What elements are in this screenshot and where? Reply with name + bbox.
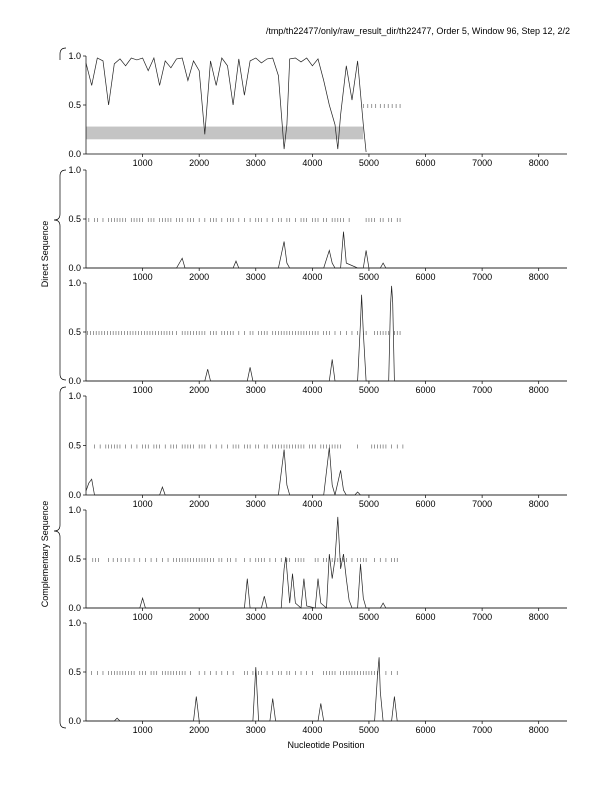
x-tick-label: 6000 [416,158,436,168]
x-tick-label: 5000 [359,385,379,395]
page-header-title: /tmp/th22477/only/raw_result_dir/th22477… [265,26,570,36]
x-tick-label: 4000 [302,612,322,622]
complementary-group-brace [53,386,67,729]
x-tick-label: 7000 [472,499,492,509]
x-tick-label: 5000 [359,158,379,168]
x-tick-label: 4000 [302,499,322,509]
x-tick-label: 3000 [246,612,266,622]
chart-panel-4: 1000 2000 3000 4000 5000 6000 7000 8000 0.0 0.5 1.… [68,391,567,509]
x-tick-label: 3000 [246,385,266,395]
y-tick-label: 1.0 [68,618,81,628]
x-axis-title: Nucleotide Position [287,740,364,750]
y-tick-label: 0.0 [68,149,81,159]
x-tick-label: 5000 [359,499,379,509]
series-line [86,285,567,382]
x-tick-label: 4000 [302,272,322,282]
direct-group-brace [53,169,67,381]
x-tick-label: 7000 [472,158,492,168]
x-tick-label: 1000 [133,158,153,168]
x-tick-label: 8000 [529,725,549,735]
x-tick-label: 5000 [359,272,379,282]
x-tick-label: 8000 [529,158,549,168]
x-tick-label: 1000 [133,499,153,509]
direct-sequence-label: Direct Sequence [40,221,50,288]
x-tick-label: 2000 [189,158,209,168]
chart-panels: 1000 2000 3000 4000 5000 6000 7000 8000 0.0 0.5 1.… [68,51,567,735]
y-tick-label: 1.0 [68,165,81,175]
series-line [86,657,567,722]
y-tick-label: 0.5 [68,554,81,564]
x-tick-label: 5000 [359,612,379,622]
x-tick-label: 8000 [529,385,549,395]
y-tick-label: 0.0 [68,603,81,613]
x-tick-label: 6000 [416,612,436,622]
x-tick-label: 1000 [133,725,153,735]
x-tick-label: 2000 [189,272,209,282]
y-tick-label: 0.5 [68,327,81,337]
chart-panel-1: 1000 2000 3000 4000 5000 6000 7000 8000 0.0 0.5 1.… [68,51,567,168]
y-tick-label: 1.0 [68,278,81,288]
direct-sequence-group: Direct Sequence [40,169,67,381]
x-tick-label: 8000 [529,612,549,622]
y-tick-label: 0.0 [68,376,81,386]
x-tick-label: 8000 [529,272,549,282]
series-line [86,231,567,269]
x-tick-label: 4000 [302,725,322,735]
x-tick-label: 3000 [246,725,266,735]
x-tick-label: 4000 [302,385,322,395]
x-tick-label: 7000 [472,612,492,622]
x-tick-label: 1000 [133,385,153,395]
x-tick-label: 6000 [416,499,436,509]
x-tick-label: 6000 [416,272,436,282]
x-tick-label: 2000 [189,385,209,395]
y-tick-label: 0.5 [68,441,81,451]
x-tick-label: 2000 [189,612,209,622]
x-tick-label: 3000 [246,158,266,168]
y-tick-label: 0.0 [68,490,81,500]
y-tick-label: 1.0 [68,51,81,61]
x-tick-label: 7000 [472,725,492,735]
chart-panel-5: 1000 2000 3000 4000 5000 6000 7000 8000 0.0 0.5 1.… [68,505,567,622]
y-tick-label: 0.5 [68,667,81,677]
shaded-band [86,126,364,140]
x-tick-label: 3000 [246,272,266,282]
series-line [86,516,567,609]
chart-panel-2: 1000 2000 3000 4000 5000 6000 7000 8000 0.0 0.5 1.… [68,165,567,282]
y-tick-label: 0.0 [68,716,81,726]
x-tick-label: 5000 [359,725,379,735]
complementary-sequence-label: Complementary Sequence [40,501,50,608]
chart-panel-3: 1000 2000 3000 4000 5000 6000 7000 8000 0.0 0.5 1.… [68,278,567,395]
y-tick-label: 0.5 [68,100,81,110]
x-tick-label: 1000 [133,612,153,622]
x-tick-label: 3000 [246,499,266,509]
x-tick-label: 6000 [416,385,436,395]
series-line [85,447,567,496]
first-panel-brace [59,47,67,60]
x-tick-label: 2000 [189,499,209,509]
y-tick-label: 0.0 [68,263,81,273]
y-tick-label: 0.5 [68,214,81,224]
chart-panel-6: 1000 2000 3000 4000 5000 6000 7000 8000 0.0 0.5 1.… [68,618,567,735]
y-tick-label: 1.0 [68,505,81,515]
x-tick-label: 1000 [133,272,153,282]
x-tick-label: 2000 [189,725,209,735]
y-tick-label: 1.0 [68,391,81,401]
x-tick-label: 4000 [302,158,322,168]
x-tick-label: 7000 [472,272,492,282]
top-brace [59,47,67,60]
x-tick-label: 7000 [472,385,492,395]
x-tick-label: 6000 [416,725,436,735]
series-line [85,56,367,153]
complementary-sequence-group: Complementary Sequence [40,386,67,729]
x-tick-label: 8000 [529,499,549,509]
